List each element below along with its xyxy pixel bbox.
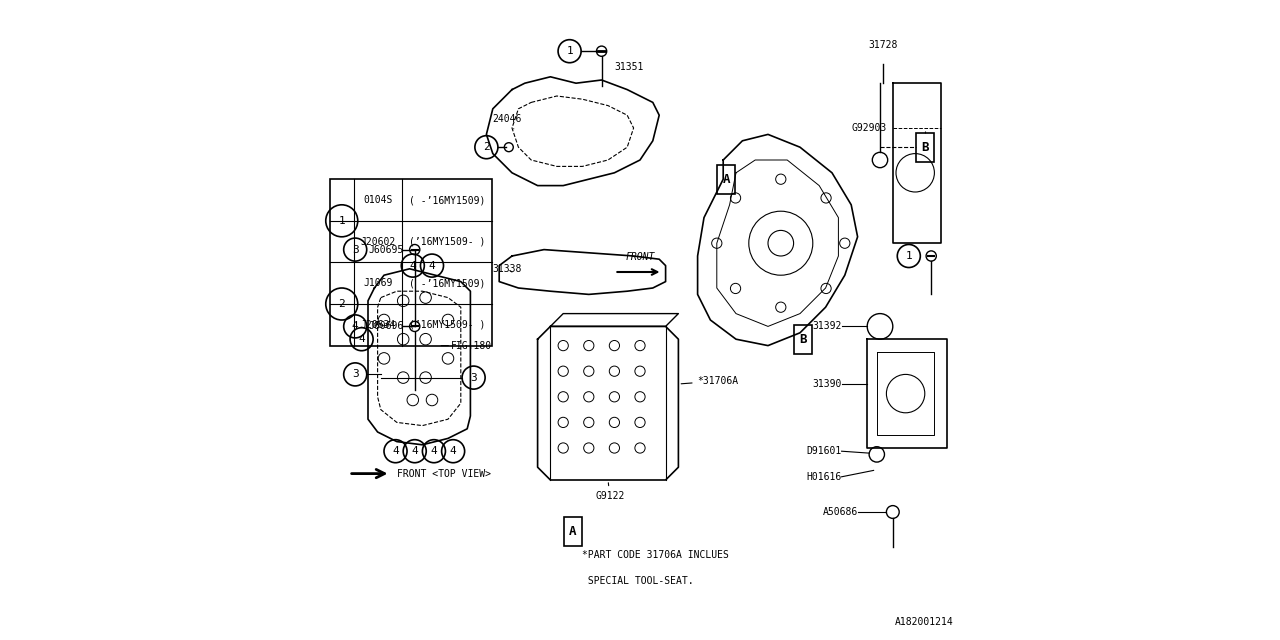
- Text: FRONT: FRONT: [626, 252, 654, 262]
- Text: *PART CODE 31706A INCLUES: *PART CODE 31706A INCLUES: [582, 550, 730, 561]
- Text: B: B: [922, 141, 928, 154]
- Text: ( -’16MY1509): ( -’16MY1509): [408, 278, 485, 288]
- Text: 1: 1: [338, 216, 346, 226]
- Text: J20634: J20634: [360, 320, 396, 330]
- Text: FIG.180: FIG.180: [452, 340, 493, 351]
- Text: 4: 4: [352, 321, 358, 332]
- Text: 4: 4: [358, 334, 365, 344]
- Text: J1069: J1069: [364, 278, 393, 288]
- Text: A: A: [723, 173, 730, 186]
- Text: G9122: G9122: [595, 483, 625, 501]
- Text: 4: 4: [430, 446, 438, 456]
- Bar: [330, 179, 492, 346]
- Text: 31338: 31338: [493, 264, 522, 274]
- Text: 1: 1: [905, 251, 913, 261]
- Text: 24046: 24046: [493, 114, 522, 129]
- Text: 3: 3: [352, 244, 358, 255]
- Text: 4: 4: [429, 260, 435, 271]
- Text: J60695: J60695: [369, 244, 403, 255]
- Text: 4: 4: [392, 446, 399, 456]
- Text: 4: 4: [449, 446, 457, 456]
- Bar: [564, 517, 581, 545]
- Text: 0104S: 0104S: [364, 195, 393, 205]
- Text: 2: 2: [338, 299, 346, 309]
- Text: J20602: J20602: [360, 237, 396, 246]
- Text: *31706A: *31706A: [681, 376, 739, 386]
- Text: 31392: 31392: [813, 321, 842, 332]
- Text: H01616: H01616: [806, 472, 842, 482]
- Text: G92903: G92903: [851, 123, 887, 133]
- Text: B: B: [800, 333, 806, 346]
- Text: D91601: D91601: [806, 446, 842, 456]
- Text: A182001214: A182001214: [895, 617, 954, 627]
- Text: FRONT <TOP VIEW>: FRONT <TOP VIEW>: [397, 468, 490, 479]
- Text: 3: 3: [352, 369, 358, 380]
- Text: 3: 3: [470, 372, 477, 383]
- Text: 31728: 31728: [869, 40, 897, 50]
- Text: 1: 1: [566, 46, 573, 56]
- Bar: [916, 133, 934, 161]
- Text: (’16MY1509- ): (’16MY1509- ): [408, 320, 485, 330]
- Text: (’16MY1509- ): (’16MY1509- ): [408, 237, 485, 246]
- Text: 31390: 31390: [813, 379, 842, 389]
- Text: A50686: A50686: [822, 507, 858, 517]
- Text: 31351: 31351: [614, 62, 644, 72]
- Text: SPECIAL TOOL-SEAT.: SPECIAL TOOL-SEAT.: [582, 576, 694, 586]
- Text: ( -’16MY1509): ( -’16MY1509): [408, 195, 485, 205]
- Bar: [718, 165, 736, 194]
- Bar: [794, 325, 813, 354]
- Text: J60696: J60696: [369, 321, 403, 332]
- Text: 4: 4: [410, 260, 416, 271]
- Text: 2: 2: [483, 142, 490, 152]
- Text: 4: 4: [411, 446, 419, 456]
- Text: A: A: [570, 525, 576, 538]
